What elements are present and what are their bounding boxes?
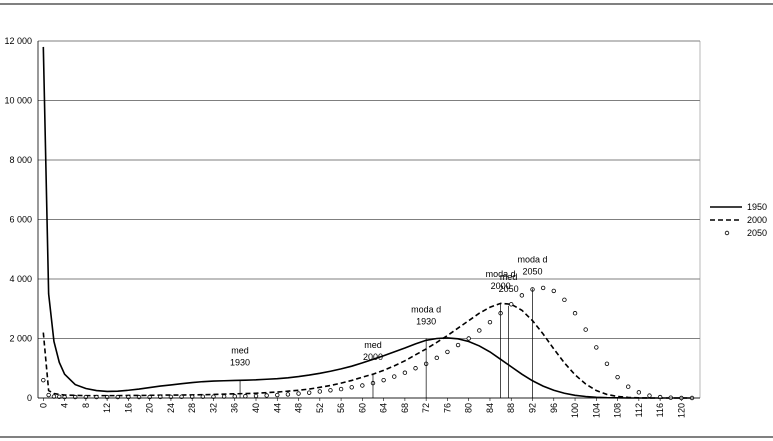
data-point [306,390,312,395]
x-tick-label: 20 [145,403,155,413]
data-point [519,293,525,298]
data-point [211,394,216,399]
data-point [253,393,259,399]
y-tick-label: 2 000 [9,334,32,344]
y-tick-label: 12 000 [4,36,32,46]
data-point [381,377,386,383]
data-point [540,285,546,291]
x-tick-label: 32 [208,403,218,413]
annotation-text: med [500,272,518,282]
annotation-text: moda d [517,255,547,265]
data-point [46,392,51,398]
data-point [477,328,482,333]
data-point [328,388,333,393]
x-tick-label: 24 [166,403,176,413]
y-tick-label: 8 000 [9,155,32,165]
x-tick-label: 72 [421,403,431,413]
legend-marker [724,230,730,236]
legend-label: 2000 [747,215,767,225]
x-tick-label: 48 [294,403,304,413]
data-point [41,377,46,383]
x-tick-label: 100 [570,403,580,418]
data-point [285,392,291,397]
annotation-text: moda d [411,305,441,315]
data-point [466,336,471,341]
x-tick-label: 84 [485,403,495,413]
x-tick-label: 36 [230,403,240,413]
x-tick-label: 76 [442,403,452,413]
data-point [647,393,652,398]
annotation-text: med [231,346,249,356]
data-point [445,349,450,355]
x-tick-label: 60 [357,403,367,413]
data-point [455,342,461,348]
data-point [636,390,642,395]
series-line [42,46,693,399]
x-tick-label: 120 [676,403,686,418]
annotation-text: med [364,340,382,350]
data-point [402,370,408,375]
data-point [349,385,354,390]
x-tick-label: 68 [400,403,410,413]
data-point [200,394,206,399]
x-tick-label: 92 [528,403,538,413]
x-tick-label: 12 [102,403,112,413]
data-point [583,327,588,332]
x-tick-label: 88 [506,403,516,413]
x-tick-label: 0 [38,403,48,408]
x-tick-label: 80 [464,403,474,413]
data-point [413,366,418,371]
data-point [392,374,397,379]
annotation-text: 1930 [230,358,250,368]
x-tick-label: 108 [613,403,623,418]
annotation-text: 2000 [491,281,511,291]
x-tick-label: 4 [60,403,70,408]
x-tick-label: 116 [655,403,665,417]
x-tick-label: 16 [123,403,133,413]
data-point [562,297,567,303]
data-point [243,394,248,399]
x-tick-label: 112 [634,403,644,417]
data-point [275,392,280,398]
x-tick-label: 52 [315,403,325,413]
data-point [509,302,514,307]
data-point [594,345,599,350]
data-point [317,389,323,394]
data-point [296,391,301,396]
x-tick-label: 40 [251,403,261,413]
data-point [487,319,493,325]
annotation-text: moda d [486,269,516,279]
data-point [338,386,344,392]
annotation-text: 2050 [522,267,542,277]
y-tick-label: 10 000 [4,96,32,106]
annotation-text: 2050 [499,284,519,294]
legend-label: 2050 [747,228,767,238]
data-point [360,383,365,388]
data-point [626,384,631,389]
series-line [42,302,693,399]
annotation-text: 1930 [416,317,436,327]
data-point [615,374,620,380]
x-tick-label: 96 [549,403,559,413]
data-point [604,361,610,366]
x-tick-label: 44 [272,403,282,413]
x-tick-label: 104 [591,403,601,418]
x-tick-label: 28 [187,403,197,413]
y-tick-label: 4 000 [9,274,32,284]
data-point [434,355,439,361]
legend-label: 1950 [747,202,767,212]
y-tick-label: 6 000 [9,215,32,225]
x-tick-label: 64 [379,403,389,413]
y-tick-label: 0 [27,393,32,403]
x-tick-label: 8 [81,403,91,408]
data-point [551,288,556,294]
data-point [264,393,269,398]
annotation-text: 2000 [363,352,383,362]
data-point [572,311,578,316]
x-tick-label: 56 [336,403,346,413]
